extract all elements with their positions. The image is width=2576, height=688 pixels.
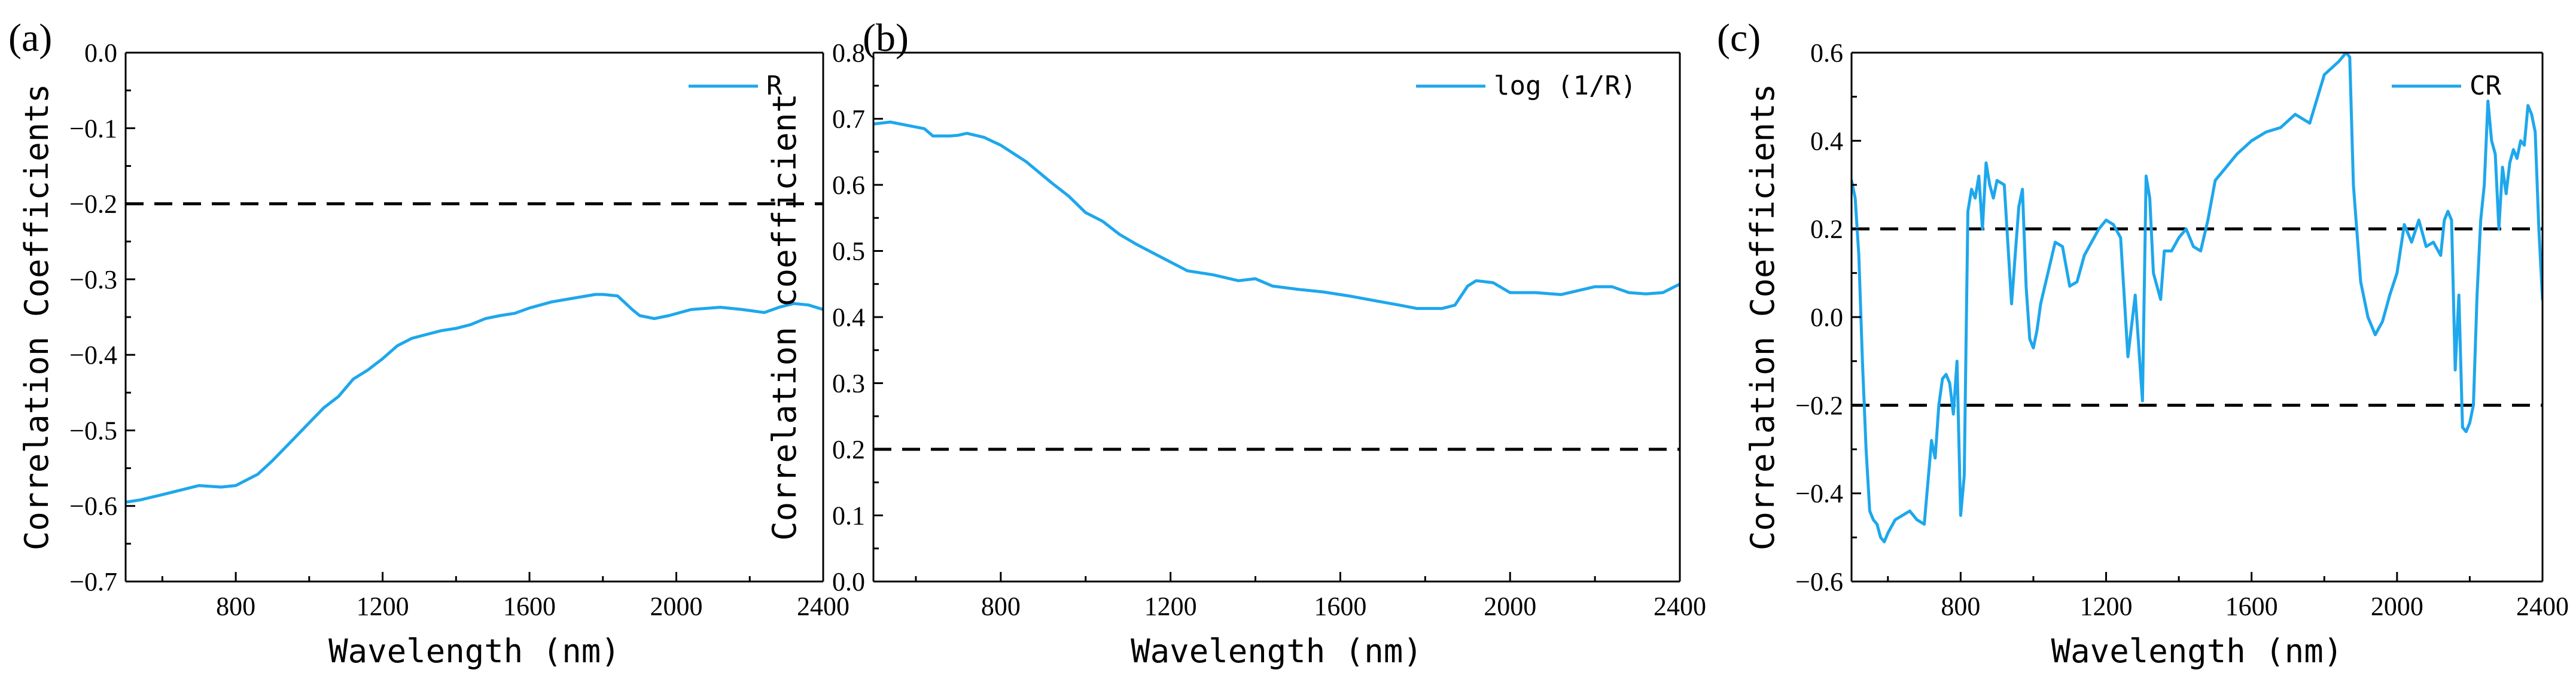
y-tick-label: −0.2 <box>1795 391 1843 420</box>
y-tick-label: −0.2 <box>69 190 117 219</box>
x-tick-label: 800 <box>981 592 1021 621</box>
x-tick-label: 2000 <box>2371 592 2423 621</box>
legend: CR <box>2392 71 2501 101</box>
y-tick-label: 0.6 <box>1810 38 1843 68</box>
y-tick-label: 0.2 <box>832 435 865 464</box>
x-tick-label: 800 <box>216 592 255 621</box>
y-tick-label: −0.3 <box>69 265 117 294</box>
y-tick-label: 0.4 <box>1810 126 1843 156</box>
y-tick-label: −0.4 <box>69 340 117 370</box>
panel-a: (a) 800 1200 1600 2000 2400 0.0 −0.1 −0.2 −0.3 −0.… <box>8 16 849 670</box>
x-tick-label: 1600 <box>1314 592 1366 621</box>
x-tick-label: 2400 <box>2516 592 2569 621</box>
y-axis-title: Correlation Coefficients <box>18 84 56 550</box>
panel-label: (c) <box>1717 16 1761 60</box>
x-tick-label: 1200 <box>1144 592 1197 621</box>
x-tick-label: 1600 <box>2225 592 2278 621</box>
x-axis-title: Wavelength (nm) <box>2051 632 2343 670</box>
x-tick-label: 1200 <box>357 592 409 621</box>
y-tick-label: 0.5 <box>832 237 865 266</box>
x-tick-label: 1600 <box>503 592 556 621</box>
y-tick-label: 0.3 <box>832 369 865 398</box>
x-tick-label: 2400 <box>1654 592 1706 621</box>
y-tick-label: 0.0 <box>832 567 865 596</box>
y-tick-label: 0.4 <box>832 303 865 332</box>
x-axis-title: Wavelength (nm) <box>1131 632 1423 670</box>
y-axis-title: Correlation coefficient <box>766 93 803 541</box>
x-tick-label: 2000 <box>650 592 703 621</box>
y-tick-label: 0.8 <box>832 38 865 68</box>
y-tick-label: −0.5 <box>69 416 117 445</box>
y-tick-label: −0.1 <box>69 114 117 143</box>
y-axis-title: Correlation Coefficients <box>1744 84 1782 550</box>
y-tick-label: −0.6 <box>1795 567 1843 596</box>
y-tick-label: −0.6 <box>69 492 117 521</box>
legend-label: CR <box>2470 71 2501 101</box>
panel-label: (a) <box>8 16 52 60</box>
y-tick-label: 0.1 <box>832 501 865 531</box>
x-tick-label: 800 <box>1941 592 1980 621</box>
y-tick-label: 0.2 <box>1810 215 1843 244</box>
x-axis-title: Wavelength (nm) <box>328 632 620 670</box>
panel-c: (c) 800 1200 1600 2000 2400 0.6 0.4 0.2 0.0 −0.2 −0… <box>1717 16 2569 670</box>
y-tick-label: −0.4 <box>1795 479 1843 509</box>
y-tick-label: 0.7 <box>832 105 865 134</box>
series-line-log (1/R) <box>873 120 1680 310</box>
series-line-CR <box>1852 53 2542 544</box>
legend-label: log (1/R) <box>1494 71 1636 101</box>
series-line-R <box>126 293 823 504</box>
y-tick-label: 0.6 <box>832 171 865 200</box>
x-tick-label: 1200 <box>2080 592 2133 621</box>
panel-b: (b)800 1200 1600 2000 24000.00.10.20.30.40.5… <box>766 16 1706 670</box>
legend: R <box>689 71 782 101</box>
x-tick-label: 2400 <box>797 592 849 621</box>
x-tick-label: 2000 <box>1484 592 1536 621</box>
y-tick-label: 0.0 <box>84 38 117 68</box>
y-tick-label: −0.7 <box>69 567 117 596</box>
legend: log (1/R) <box>1416 71 1636 101</box>
legend-label: R <box>766 71 782 101</box>
y-tick-label: 0.0 <box>1810 303 1843 332</box>
